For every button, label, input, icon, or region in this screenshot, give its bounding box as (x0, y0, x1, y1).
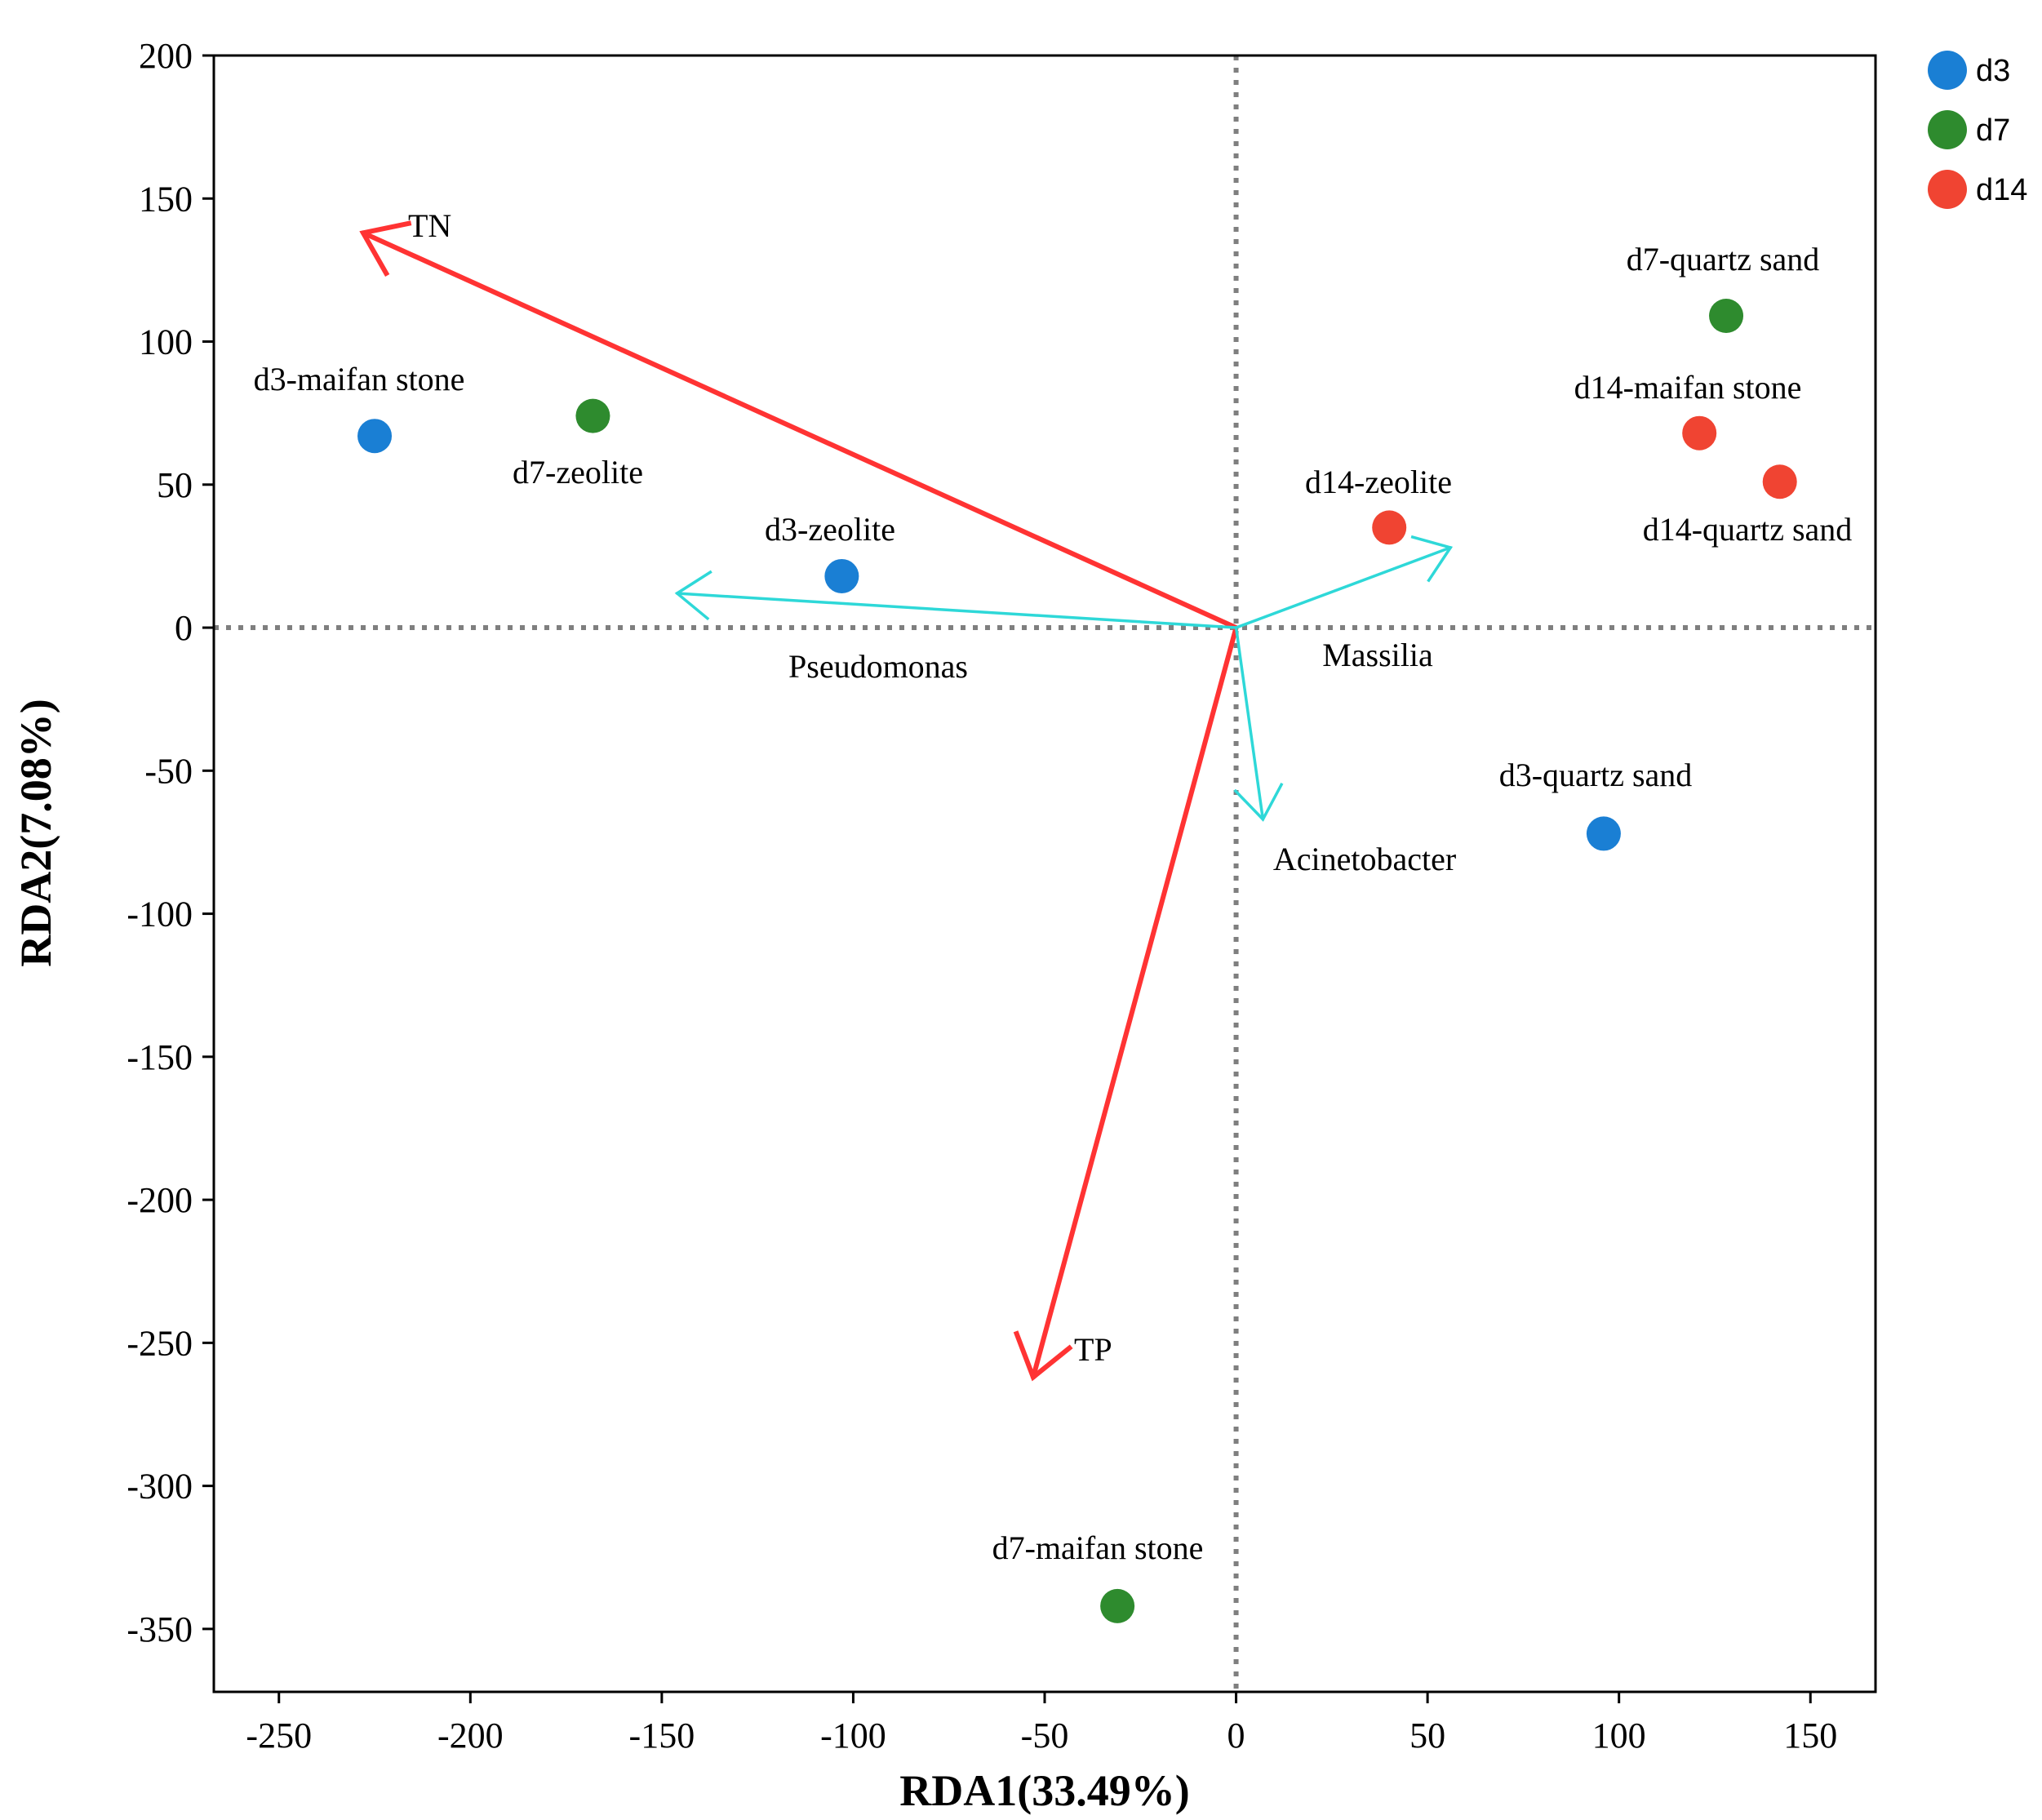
y-tick-label: -50 (144, 751, 193, 791)
env-vector (360, 230, 1239, 631)
x-tick-label: -150 (629, 1716, 695, 1756)
env-arrowhead (1013, 1330, 1073, 1382)
legend-label: d3 (1976, 54, 2010, 88)
env-vector-label: TP (1074, 1331, 1112, 1368)
y-tick-label: -150 (127, 1037, 193, 1077)
data-point-label: d14-maifan stone (1574, 369, 1802, 406)
x-tick-label: 50 (1409, 1716, 1445, 1756)
legend-label: d14 (1976, 173, 2027, 207)
x-tick-label: -250 (246, 1716, 312, 1756)
data-point-label: d3-zeolite (765, 511, 895, 548)
x-tick-label: 0 (1227, 1716, 1245, 1756)
y-tick-label: 100 (139, 322, 193, 362)
y-tick-label: 50 (157, 465, 193, 505)
data-point-d3 (357, 419, 393, 454)
y-tick-label: -200 (127, 1180, 193, 1220)
env-vector-label: TN (408, 207, 451, 244)
y-tick-label: -350 (127, 1609, 193, 1649)
y-tick-label: -100 (127, 894, 193, 934)
data-point-d14 (1372, 510, 1407, 545)
sample-points: d3-maifan stone d3-zeolite d3-quartz sand d… (254, 241, 1853, 1623)
data-point-d14 (1682, 415, 1717, 451)
data-point-label: d3-maifan stone (254, 361, 465, 397)
data-point-d7 (1709, 298, 1744, 333)
plot-frame (212, 54, 1877, 1693)
y-tick-label: -300 (127, 1467, 193, 1507)
x-tick-label: -50 (1021, 1716, 1069, 1756)
legend-marker (1928, 170, 1967, 209)
y-tick-label: 200 (139, 36, 193, 76)
env-vector (1030, 625, 1239, 1380)
data-point-d14 (1762, 464, 1797, 499)
species-vector (675, 592, 1238, 629)
legend-label: d7 (1976, 113, 2010, 148)
data-point-d3 (824, 558, 859, 593)
x-tick-label: -200 (437, 1716, 504, 1756)
data-point-label: d7-quartz sand (1627, 241, 1820, 277)
species-arrowhead (674, 570, 712, 621)
species-vector (1234, 546, 1453, 629)
data-point-label: d7-zeolite (513, 454, 643, 491)
y-tick-label: 0 (175, 608, 193, 648)
x-tick-label: 100 (1592, 1716, 1646, 1756)
x-tick-label: 150 (1783, 1716, 1837, 1756)
x-tick-label: -100 (820, 1716, 886, 1756)
data-point-d7 (575, 398, 610, 433)
legend-marker (1928, 110, 1967, 149)
species-vector-label: Pseudomonas (788, 648, 968, 685)
data-point-label: d3-quartz sand (1499, 757, 1693, 793)
x-axis-title: RDA1(33.49%) (899, 1766, 1189, 1815)
species-vector-label: Acinetobacter (1273, 841, 1456, 877)
data-point-d7 (1100, 1588, 1135, 1623)
legend: d3 d7 d14 (1928, 51, 2027, 209)
species-arrowhead (1410, 535, 1454, 583)
legend-marker (1928, 51, 1967, 90)
axes: -250 -200 -150 -100 -50 0 50 100 150 200 150 100 50 0… (127, 36, 1837, 1756)
env-arrowhead (359, 220, 412, 277)
species-vector (1234, 626, 1265, 821)
data-point-label: d7-maifan stone (992, 1529, 1204, 1566)
data-point-label: d14-quartz sand (1643, 511, 1853, 548)
species-arrowhead (1233, 782, 1284, 822)
data-point-d3 (1586, 816, 1621, 851)
y-tick-label: 150 (139, 179, 193, 219)
vectors: TN TP Pseudomonas Massilia Acinetobacter (359, 207, 1456, 1382)
y-tick-label: -250 (127, 1323, 193, 1363)
reference-lines (214, 55, 1876, 1692)
y-axis-title: RDA2(7.08%) (11, 699, 60, 966)
species-vector-label: Massilia (1322, 637, 1433, 673)
data-point-label: d14-zeolite (1305, 464, 1452, 500)
